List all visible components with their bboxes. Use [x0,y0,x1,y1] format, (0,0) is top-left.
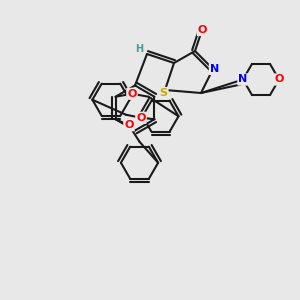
Text: O: O [136,113,146,123]
Text: N: N [210,64,219,74]
Text: O: O [274,74,284,85]
Text: O: O [127,89,137,99]
Text: S: S [160,88,167,98]
Text: N: N [238,74,247,85]
Text: O: O [124,120,134,130]
Text: O: O [198,25,207,35]
Text: H: H [135,44,144,55]
